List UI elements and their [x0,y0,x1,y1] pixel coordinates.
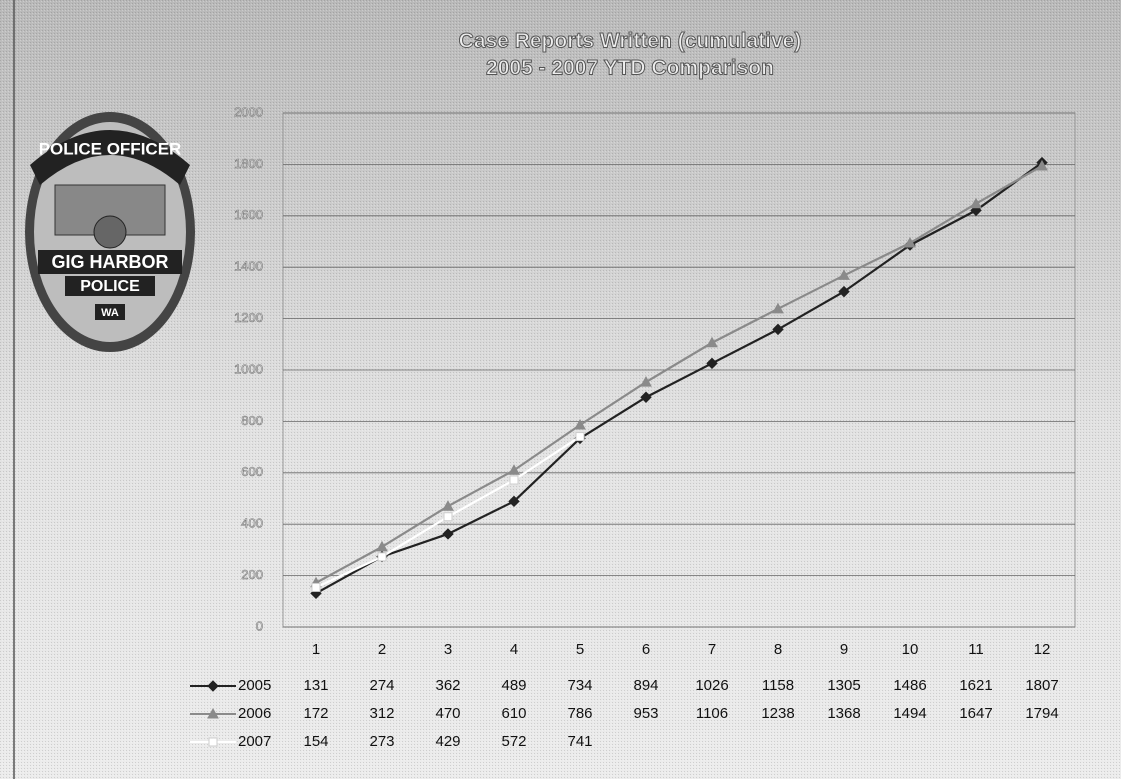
table-cell: 572 [501,733,526,750]
badge-text: POLICE OFFICER [39,139,182,158]
y-tick-label: 2000 [234,104,263,119]
badge-text: WA [101,307,119,319]
table-cell: 610 [501,705,526,722]
x-tick-label: 6 [642,641,650,658]
legend-marker [207,680,219,692]
x-tick-label: 4 [510,641,518,658]
table-cell: 429 [435,733,460,750]
table-cell: 273 [369,733,394,750]
table-cell: 1807 [1025,677,1058,694]
table-cell: 786 [567,705,592,722]
table-cell: 1647 [959,705,992,722]
badge-banner [95,304,125,320]
x-tick-label: 8 [774,641,782,658]
y-tick-label: 1600 [234,207,263,222]
x-tick-label: 10 [902,641,919,658]
legend-label: 2007 [238,733,271,750]
table-cell: 362 [435,677,460,694]
y-tick-label: 200 [241,567,263,582]
series-line [315,161,1043,595]
marker [772,323,784,336]
x-tick-label: 9 [840,641,848,658]
table-cell: 1486 [893,677,926,694]
table-cell: 1621 [959,677,992,694]
table-cell: 172 [303,705,328,722]
table-cell: 1368 [827,705,860,722]
table-cell: 1494 [893,705,926,722]
marker [508,495,520,508]
marker [706,357,718,370]
table-cell: 470 [435,705,460,722]
marker [970,197,982,209]
table-cell: 131 [303,677,328,694]
table-cell: 741 [567,733,592,750]
legend-marker [208,737,218,747]
marker [706,336,718,348]
badge-text: GIG HARBOR [52,252,169,272]
x-tick-label: 5 [576,641,584,658]
x-tick-label: 3 [444,641,452,658]
badge-building [54,184,166,236]
table-cell: 312 [369,705,394,722]
table-cell: 894 [633,677,658,694]
y-tick-label: 1800 [234,156,263,171]
y-tick-label: 600 [241,464,263,479]
marker [772,302,784,314]
table-cell: 154 [303,733,328,750]
marker [904,237,916,248]
x-tick-label: 11 [968,641,984,658]
marker [640,376,652,387]
badge: POLICE OFFICER GIG HARBOR POLICE WA [25,112,195,352]
marker [838,285,850,298]
marker [509,475,519,485]
marker [442,500,454,511]
marker [575,432,585,442]
marker [508,464,520,475]
table-cell: 274 [369,677,394,694]
marker [376,540,388,552]
chart-title: Case Reports Written (cumulative) [459,30,802,53]
marker [838,269,850,280]
x-tick-label: 7 [708,641,716,658]
table-cell: 734 [567,677,592,694]
table-cell: 1238 [761,705,794,722]
marker [377,552,387,562]
badge-text: POLICE [80,278,140,295]
series-line [315,164,1043,584]
badge-seal [93,215,127,249]
table-cell: 1158 [762,677,794,694]
marker [442,528,454,540]
x-tick-label: 1 [312,641,320,658]
badge-ribbon [30,130,190,185]
y-tick-label: 0 [256,618,263,633]
y-tick-label: 1200 [234,310,263,325]
marker [443,512,453,522]
legend-marker [207,707,219,719]
x-tick-label: 2 [378,641,386,658]
marker [574,418,586,430]
y-tick-label: 1400 [234,259,263,274]
y-tick-label: 1000 [234,361,263,376]
y-tick-label: 400 [241,516,263,531]
table-cell: 1794 [1025,705,1058,722]
chart-subtitle: 2005 - 2007 YTD Comparison [486,57,774,80]
marker [640,391,652,403]
x-tick-label: 12 [1034,641,1051,658]
marker [311,582,321,592]
table-cell: 1026 [695,677,728,694]
table-cell: 953 [633,705,658,722]
table-cell: 1305 [827,677,860,694]
legend-label: 2005 [238,677,271,694]
y-tick-label: 800 [241,413,263,428]
table-cell: 489 [501,677,526,694]
table-cell: 1106 [696,705,728,722]
marker [1036,159,1048,171]
badge-banner [65,276,155,296]
badge-banner [38,250,182,274]
legend-label: 2006 [238,705,271,722]
